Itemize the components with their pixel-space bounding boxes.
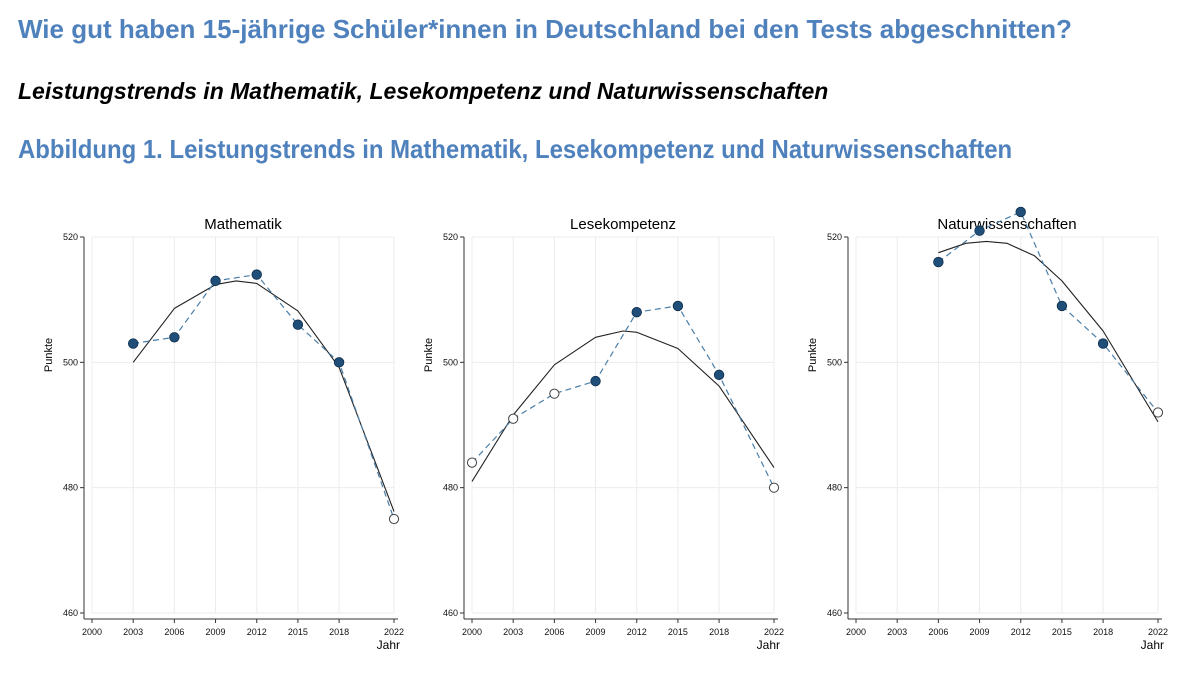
y-tick-label: 520 xyxy=(827,232,842,242)
x-tick-label: 2003 xyxy=(887,627,907,637)
y-axis-label: Punkte xyxy=(423,338,435,372)
y-tick-label: 480 xyxy=(63,483,78,493)
data-point xyxy=(713,369,725,381)
chart-panel-naturwissenschaften: Naturwissenschaften 2000 2003 2006 2009 2012 2… xyxy=(802,205,1172,665)
y-tick-label: 500 xyxy=(63,357,78,367)
x-axis-label: Jahr xyxy=(377,638,400,652)
x-axis-label: Jahr xyxy=(1141,638,1164,652)
x-tick-label: 2000 xyxy=(82,627,102,637)
data-point-open xyxy=(388,513,400,525)
x-tick-label: 2015 xyxy=(1052,627,1072,637)
chart-title: Mathematik xyxy=(204,216,282,233)
x-tick-label: 2012 xyxy=(247,627,267,637)
x-tick-label: 2003 xyxy=(503,627,523,637)
x-tick-label: 2015 xyxy=(668,627,688,637)
x-tick-label: 2022 xyxy=(1148,627,1168,637)
y-tick-label: 500 xyxy=(827,357,842,367)
x-tick-label: 2000 xyxy=(462,627,482,637)
y-tick-label: 520 xyxy=(443,232,458,242)
y-axis-label: Punkte xyxy=(807,338,819,372)
chart-naturwissenschaften: Naturwissenschaften 2000 2003 2006 2009 2012 2… xyxy=(807,206,1168,652)
x-tick-label: 2009 xyxy=(206,627,226,637)
data-point-open xyxy=(768,482,780,493)
x-tick-label: 2012 xyxy=(627,627,647,637)
data-point xyxy=(251,269,262,280)
x-tick-label: 2018 xyxy=(709,627,729,637)
data-point xyxy=(933,256,944,268)
data-point xyxy=(590,375,601,387)
trend-curve xyxy=(471,330,775,482)
data-point xyxy=(1056,300,1068,312)
y-tick-label: 480 xyxy=(443,483,458,493)
chart-lesekompetenz: Lesekompetenz 2000 2003 2006 2009 2012 2015 201… xyxy=(423,216,784,652)
data-point xyxy=(1015,206,1026,218)
series-line xyxy=(938,211,1159,413)
data-point xyxy=(631,306,642,318)
x-tick-label: 2006 xyxy=(164,627,184,637)
x-tick-label: 2018 xyxy=(1093,627,1113,637)
y-axis-label: Punkte xyxy=(43,338,55,372)
series-line xyxy=(471,305,775,488)
data-point-open xyxy=(549,388,560,399)
y-tick-label: 460 xyxy=(443,608,458,618)
data-point xyxy=(210,275,221,287)
data-point-open xyxy=(1152,407,1164,418)
y-tick-label: 500 xyxy=(443,357,458,367)
x-tick-label: 2006 xyxy=(928,627,948,637)
x-tick-label: 2015 xyxy=(288,627,308,637)
data-point xyxy=(974,225,985,236)
chart-mathematik: Mathematik 2000 2003 2006 2009 2012 2015 2018 20… xyxy=(43,216,404,652)
data-point-open xyxy=(508,413,519,424)
x-tick-label: 2006 xyxy=(544,627,564,637)
x-axis-label: Jahr xyxy=(757,638,780,652)
y-tick-label: 480 xyxy=(827,483,842,493)
data-point xyxy=(169,332,180,343)
data-point xyxy=(672,300,684,312)
x-tick-label: 2000 xyxy=(846,627,866,637)
x-tick-label: 2012 xyxy=(1011,627,1031,637)
data-point-open xyxy=(466,457,478,468)
chart-title: Lesekompetenz xyxy=(570,216,676,233)
chart-panel-lesekompetenz: Lesekompetenz 2000 2003 2006 2009 2012 2015 201… xyxy=(418,205,788,665)
chart-panel-mathematik: Mathematik 2000 2003 2006 2009 2012 2015 2018 20… xyxy=(38,205,408,665)
page-title: Wie gut haben 15-jährige Schüler*innen i… xyxy=(18,14,1072,44)
page-subtitle: Leistungstrends in Mathematik, Lesekompe… xyxy=(18,78,829,104)
data-point xyxy=(292,319,304,330)
y-tick-label: 520 xyxy=(63,232,78,242)
x-tick-label: 2003 xyxy=(123,627,143,637)
y-tick-label: 460 xyxy=(63,608,78,618)
chart-title: Naturwissenschaften xyxy=(937,216,1076,233)
data-point xyxy=(1097,338,1109,349)
trend-curve xyxy=(938,240,1159,423)
trend-curve xyxy=(132,280,395,512)
x-tick-label: 2009 xyxy=(970,627,990,637)
data-point xyxy=(333,357,345,368)
x-tick-label: 2022 xyxy=(384,627,404,637)
x-tick-label: 2022 xyxy=(764,627,784,637)
x-tick-label: 2009 xyxy=(586,627,606,637)
x-tick-label: 2018 xyxy=(329,627,349,637)
y-tick-label: 460 xyxy=(827,608,842,618)
data-point xyxy=(127,338,139,349)
figure-title: Abbildung 1. Leistungstrends in Mathemat… xyxy=(18,134,1013,164)
